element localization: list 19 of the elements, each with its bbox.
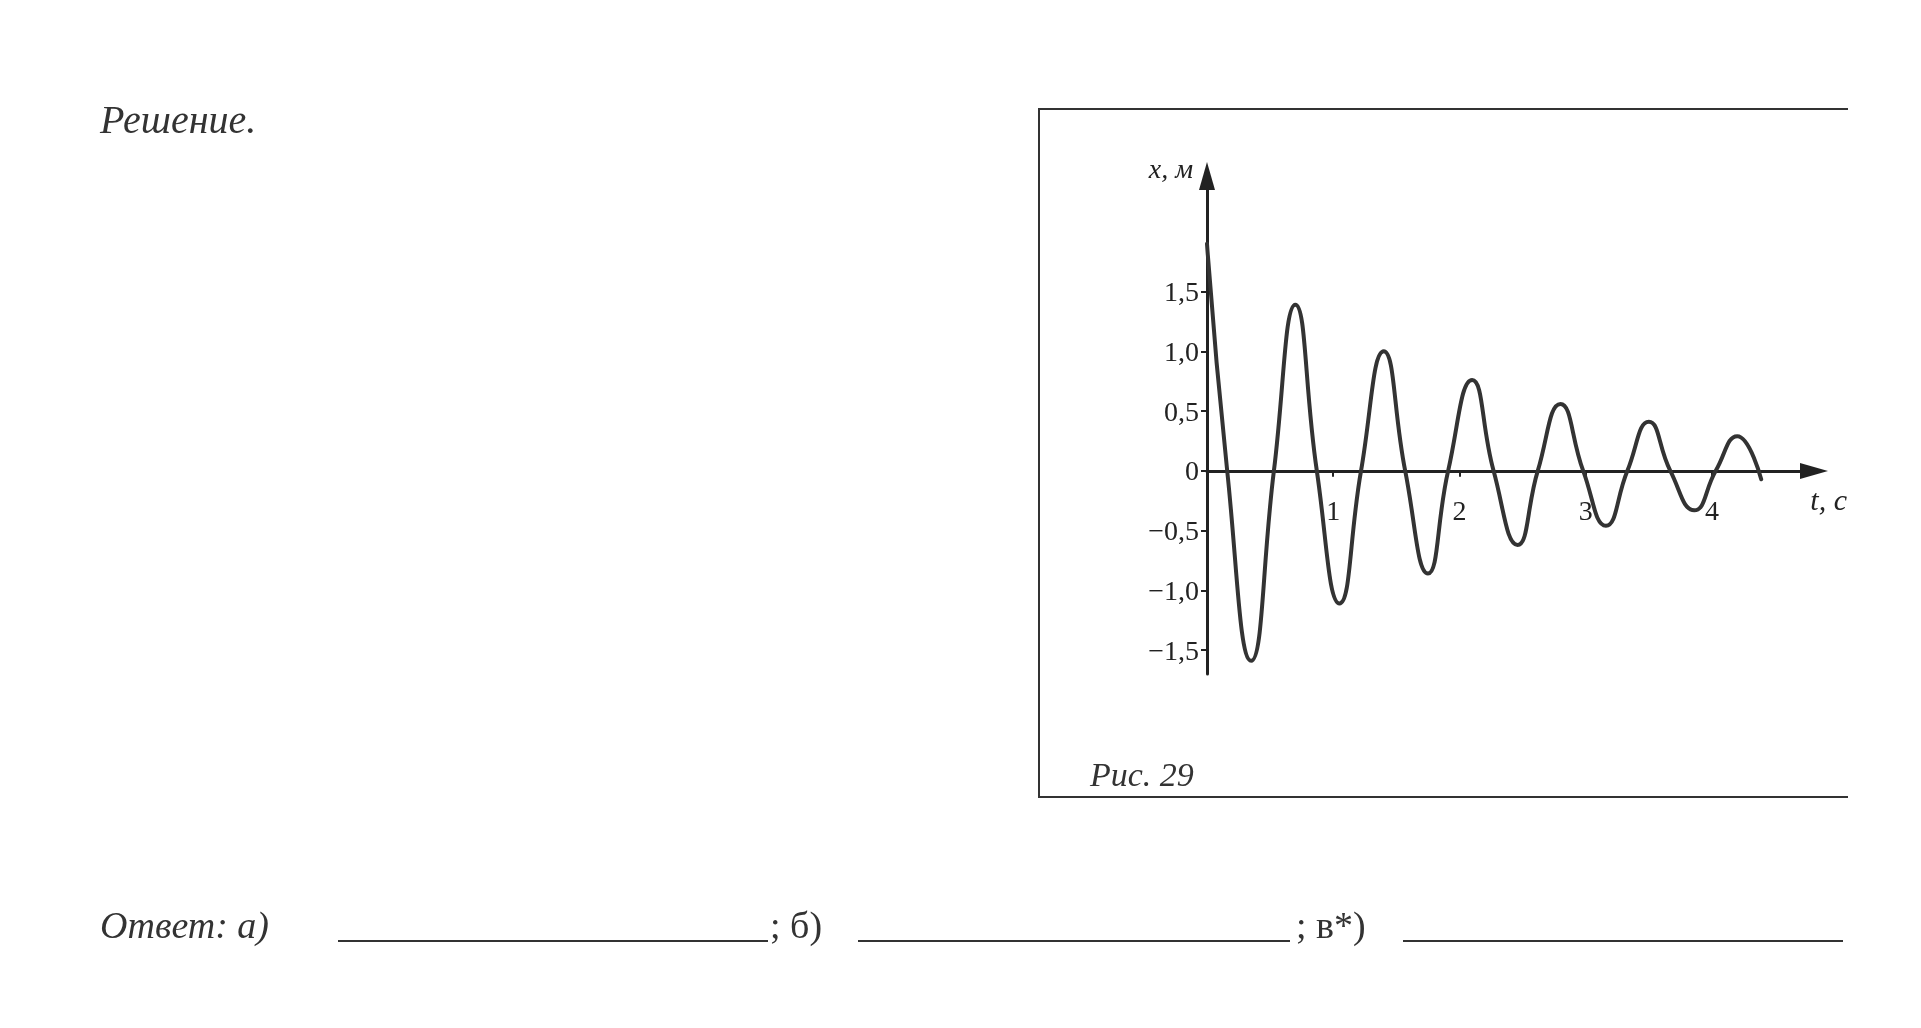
x-tick-label: 2	[1452, 495, 1467, 527]
y-tick-label: −1,5	[1148, 634, 1199, 666]
y-tick-label: 1,5	[1164, 276, 1199, 308]
y-tick-label: −0,5	[1148, 515, 1199, 547]
line-series	[1205, 241, 1764, 663]
text: Рис. 29	[1090, 756, 1194, 794]
y-tick-label: −1,0	[1148, 574, 1199, 606]
x-tick-label: 4	[1704, 495, 1719, 527]
text: ; в*)	[1296, 903, 1366, 947]
x-tick-label: 3	[1578, 495, 1593, 527]
text: ; б)	[770, 903, 823, 947]
text: Решение.	[100, 96, 257, 143]
y-tick-label: 1,0	[1164, 335, 1199, 367]
y-axis-title: x, м	[1147, 152, 1194, 184]
x-tick-label: 1	[1326, 495, 1341, 527]
x-axis-title: t, с	[1810, 483, 1848, 517]
y-tick-label: 0	[1185, 455, 1199, 487]
text: Ответ: а)	[100, 903, 269, 947]
y-tick-label: 0,5	[1164, 395, 1199, 427]
